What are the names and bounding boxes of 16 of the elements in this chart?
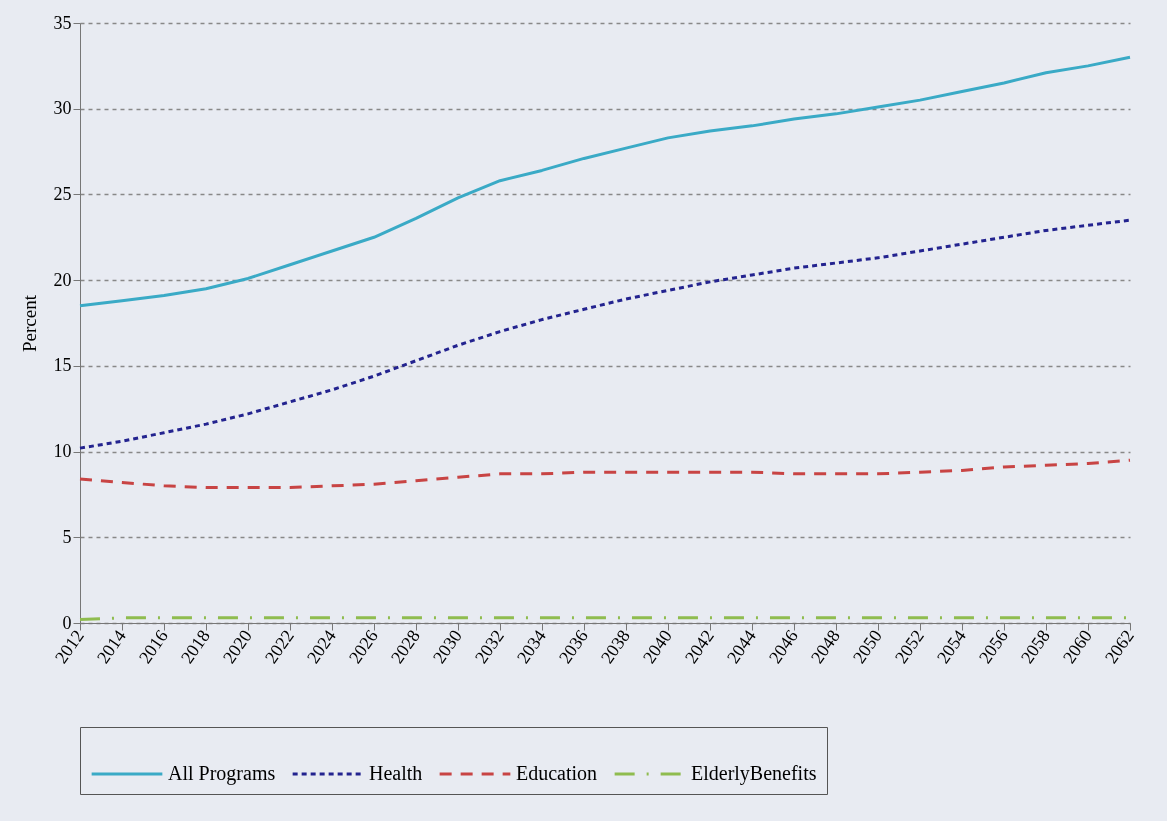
y-tick-label: 20 <box>53 269 72 290</box>
y-tick-label: 30 <box>53 98 72 119</box>
legend-label: Health <box>369 762 423 784</box>
y-axis-title: Percent <box>18 294 40 352</box>
y-tick-label: 5 <box>62 526 72 547</box>
y-tick-label: 0 <box>62 612 72 633</box>
legend-label: ElderlyBenefits <box>691 762 817 785</box>
y-tick-label: 10 <box>53 441 72 462</box>
y-tick-label: 35 <box>53 12 72 33</box>
line-series <box>78 458 1132 490</box>
line-series <box>78 218 1132 450</box>
legend-label: Education <box>516 762 598 784</box>
legend-label: All Programs <box>168 762 276 785</box>
y-tick-label: 25 <box>53 183 72 204</box>
y-tick-label: 15 <box>53 355 72 376</box>
line-series <box>78 55 1132 308</box>
